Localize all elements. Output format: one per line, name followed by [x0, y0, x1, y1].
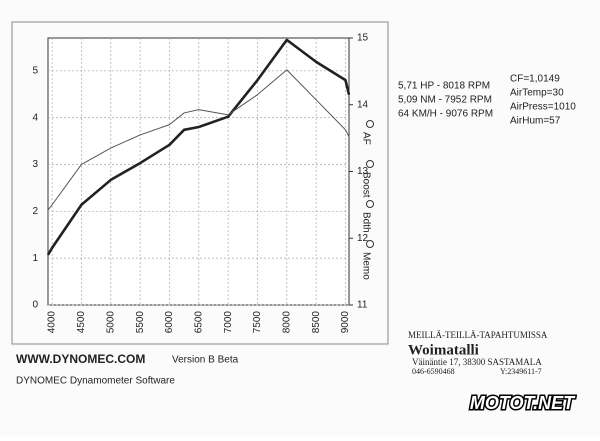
x-tick-label: 7500 [252, 311, 263, 334]
x-tick-label: 9000 [340, 311, 351, 334]
option-label: Boost [360, 172, 371, 198]
option-label: Memo [360, 252, 371, 280]
dyno-curve [46, 38, 351, 256]
x-tick-label: 6000 [164, 311, 175, 334]
result: 5,71 HP - 8018 RPM [398, 81, 490, 92]
option-label: AF [360, 132, 371, 145]
software: DYNOMEC Dynamometer Software [16, 376, 175, 387]
chart-frame [11, 21, 389, 345]
x-tick-label: 8000 [281, 311, 292, 334]
option-label: Bdth [360, 212, 371, 233]
x-tick-label: 4000 [47, 311, 58, 334]
y2-tick-label: 13 [357, 166, 369, 177]
y-tick-label: 3 [32, 159, 38, 170]
y-tick-label: 4 [32, 112, 38, 123]
stamp-name: Woimatalli [408, 342, 479, 358]
y-tick-label: 0 [32, 300, 38, 311]
dyno-curve [47, 69, 350, 211]
y-tick-label: 2 [32, 206, 38, 217]
y2-tick-label: 15 [357, 33, 369, 44]
website: WWW.DYNOMEC.COM [16, 352, 145, 366]
option-radio [366, 120, 374, 128]
condition: AirTemp=30 [510, 88, 564, 99]
stamp-slogan: MEILLÄ-TEILLÄ-TAPAHTUMISSA [408, 330, 548, 340]
stamp-address: Väinäntie 17, 38300 SASTAMALA [412, 357, 542, 367]
watermark: MOTOT.NET [470, 393, 576, 413]
option-radio [366, 160, 374, 168]
x-tick-label: 8500 [311, 311, 322, 334]
stamp-phone: 046-6590468 [412, 367, 455, 376]
condition: AirPress=1010 [510, 102, 576, 113]
condition: CF=1,0149 [510, 74, 560, 85]
x-tick-label: 5000 [105, 311, 116, 334]
version: Version B Beta [172, 355, 239, 366]
option-radio [366, 240, 374, 248]
y2-tick-label: 11 [357, 300, 368, 311]
x-tick-label: 5500 [135, 311, 146, 334]
x-tick-label: 4500 [76, 311, 87, 334]
condition: AirHum=57 [510, 116, 561, 127]
stamp-id: Y:2349611-7 [500, 367, 542, 376]
y-tick-label: 5 [32, 65, 38, 76]
option-radio [366, 200, 374, 208]
x-tick-label: 6500 [193, 311, 204, 334]
result: 64 KM/H - 9076 RPM [398, 109, 493, 120]
y2-tick-label: 14 [357, 99, 369, 110]
x-tick-label: 7000 [223, 311, 234, 334]
y-tick-label: 1 [32, 253, 38, 264]
y2-tick-label: 12 [357, 233, 369, 244]
result: 5,09 NM - 7952 RPM [398, 95, 492, 106]
